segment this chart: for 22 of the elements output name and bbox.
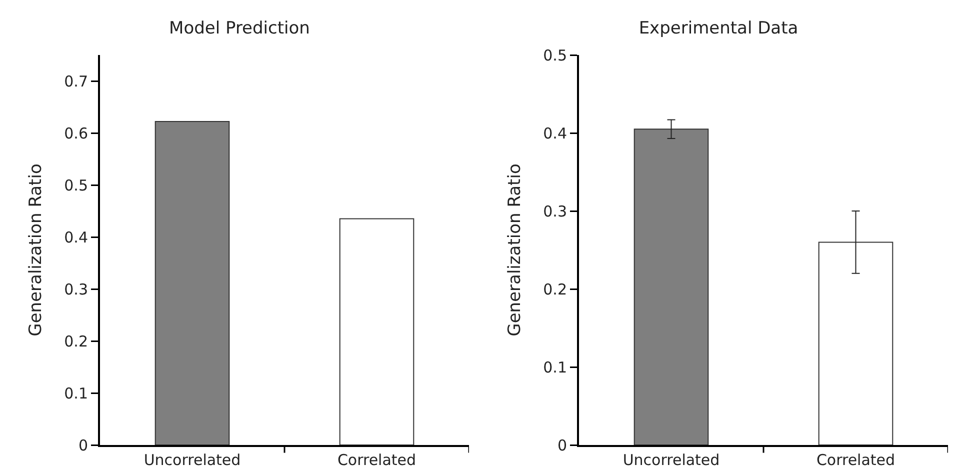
y-axis-title: Generalization Ratio [26, 164, 46, 336]
y-tick-label: 0.3 [64, 280, 88, 298]
x-tick-label: Correlated [337, 451, 416, 469]
y-tick-label: 0 [78, 436, 88, 454]
y-tick-label: 0.5 [543, 46, 567, 64]
x-tick-label: Correlated [816, 451, 896, 469]
y-tick-label: 0.7 [64, 72, 88, 90]
chart-title: Model Prediction [169, 18, 310, 38]
y-tick-label: 0.3 [543, 202, 567, 220]
y-tick-label: 0.5 [64, 176, 88, 194]
y-tick-label: 0.2 [543, 280, 567, 298]
y-tick-label: 0.4 [64, 228, 88, 246]
y-tick-label: 0 [557, 436, 567, 454]
chart-title: Experimental Data [638, 18, 798, 38]
x-tick-label: Uncorrelated [144, 451, 241, 469]
y-tick-label: 0.1 [64, 384, 88, 402]
y-axis-title: Generalization Ratio [505, 164, 526, 336]
y-tick-label: 0.4 [543, 124, 567, 142]
y-tick-label: 0.6 [64, 124, 88, 142]
y-tick-label: 0.2 [64, 332, 88, 350]
x-tick-label: Uncorrelated [622, 451, 720, 469]
y-tick-label: 0.1 [543, 358, 567, 376]
